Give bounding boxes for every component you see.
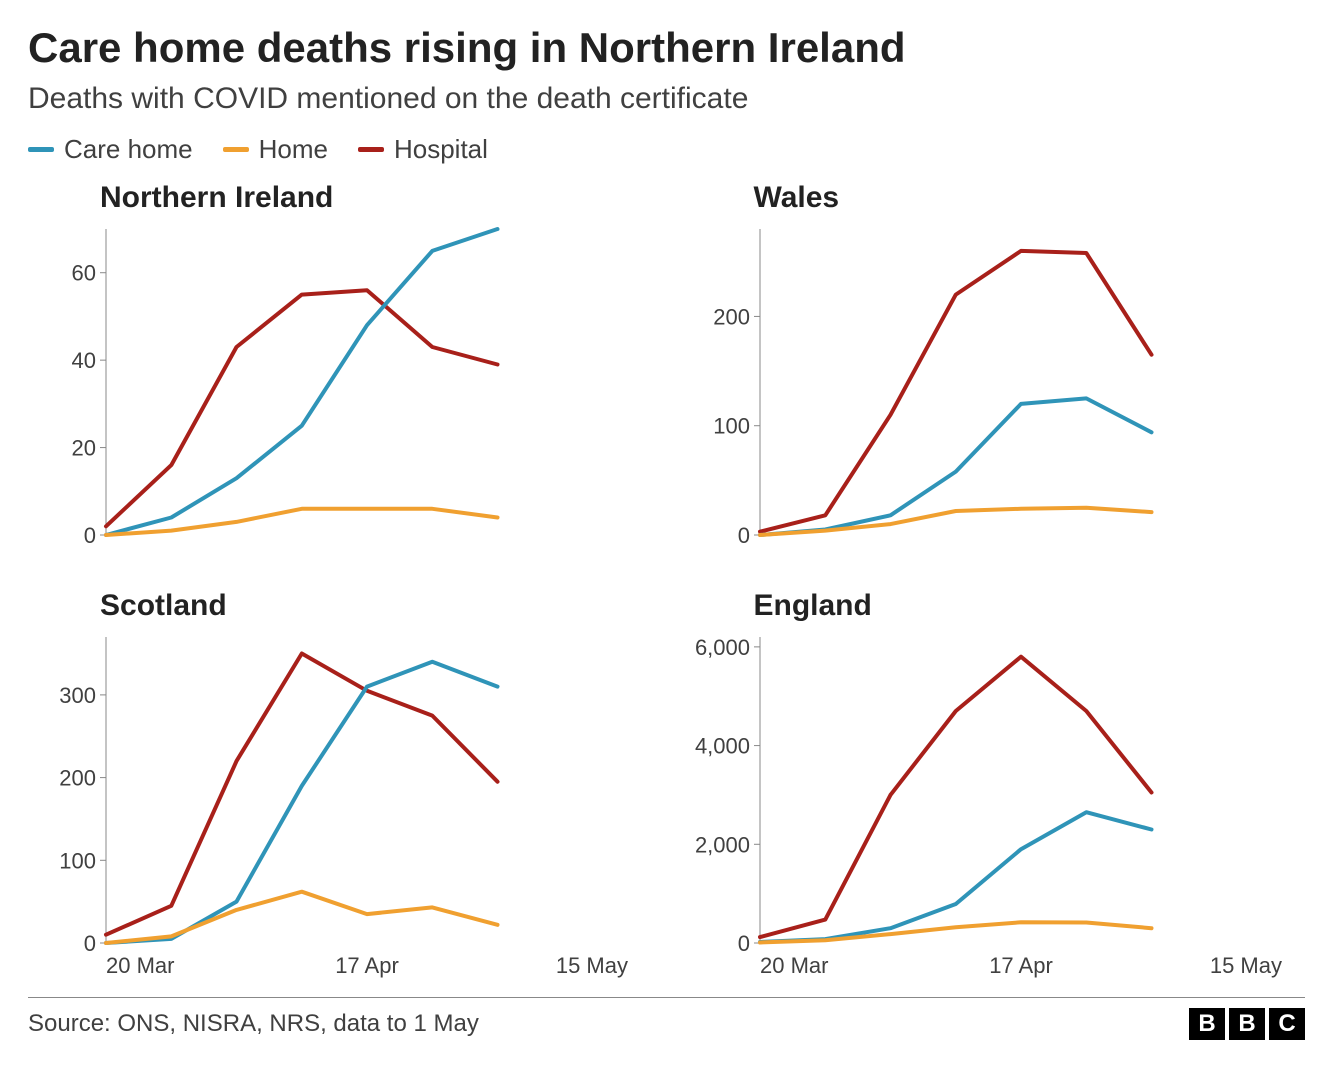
panel-title: Wales (754, 181, 1306, 215)
series-care_home (106, 229, 498, 535)
plot-ni: 0 20 40 60 (28, 215, 638, 575)
panel-grid: Northern Ireland 0 20 40 60 Wales 0 100 200 Scotl… (28, 175, 1305, 983)
plot-england: 0 2,000 4,000 6,000 20 Mar 17 Apr 15 May (682, 623, 1292, 983)
legend-label: Hospital (394, 134, 488, 165)
y-tick-label: 100 (59, 848, 96, 873)
source-text: Source: ONS, NISRA, NRS, data to 1 May (28, 1010, 479, 1038)
legend-label: Care home (64, 134, 193, 165)
series-home (106, 892, 498, 943)
bbc-logo: BBC (1189, 1008, 1305, 1040)
series-care_home (106, 662, 498, 943)
y-tick-label: 100 (713, 414, 750, 439)
panel-england: England 0 2,000 4,000 6,000 20 Mar 17 Apr 15 Ma… (682, 583, 1306, 983)
y-tick-label: 0 (84, 523, 96, 548)
x-tick-label: 17 Apr (335, 953, 399, 978)
y-axis: 0 100 200 300 (59, 637, 106, 956)
legend-label: Home (259, 134, 328, 165)
series-home (760, 508, 1152, 535)
plot-scotland: 0 100 200 300 20 Mar 17 Apr 15 May (28, 623, 638, 983)
legend-swatch (28, 147, 54, 152)
x-tick-label: 15 May (556, 953, 628, 978)
legend-item: Care home (28, 134, 193, 165)
y-axis: 0 2,000 4,000 6,000 (694, 635, 759, 956)
y-tick-label: 6,000 (694, 635, 749, 660)
legend-swatch (223, 147, 249, 152)
y-tick-label: 60 (72, 261, 96, 286)
y-tick-label: 0 (737, 931, 749, 956)
series-home (106, 509, 498, 535)
chart-subtitle: Deaths with COVID mentioned on the death… (28, 82, 1305, 116)
series-care_home (760, 398, 1152, 535)
legend-item: Hospital (358, 134, 488, 165)
legend-swatch (358, 147, 384, 152)
y-tick-label: 0 (737, 523, 749, 548)
series-home (760, 922, 1152, 942)
y-axis: 0 100 200 (713, 229, 760, 548)
panel-wales: Wales 0 100 200 (682, 175, 1306, 575)
y-tick-label: 300 (59, 683, 96, 708)
x-tick-label: 20 Mar (760, 953, 828, 978)
bbc-logo-box: B (1229, 1008, 1265, 1040)
y-axis: 0 20 40 60 (72, 229, 106, 548)
legend-item: Home (223, 134, 328, 165)
bbc-logo-box: B (1189, 1008, 1225, 1040)
x-axis: 20 Mar 17 Apr 15 May (760, 953, 1282, 978)
y-tick-label: 40 (72, 348, 96, 373)
legend: Care home Home Hospital (28, 134, 1305, 165)
panel-title: England (754, 589, 1306, 623)
x-tick-label: 20 Mar (106, 953, 174, 978)
x-tick-label: 17 Apr (989, 953, 1053, 978)
x-axis: 20 Mar 17 Apr 15 May (106, 953, 628, 978)
y-tick-label: 0 (84, 931, 96, 956)
panel-scotland: Scotland 0 100 200 300 20 Mar 17 Apr 15 May (28, 583, 652, 983)
y-tick-label: 4,000 (694, 734, 749, 759)
series-hospital (106, 290, 498, 526)
chart-title: Care home deaths rising in Northern Irel… (28, 24, 1305, 72)
y-tick-label: 200 (59, 766, 96, 791)
plot-wales: 0 100 200 (682, 215, 1292, 575)
series-hospital (760, 657, 1152, 937)
panel-title: Northern Ireland (100, 181, 652, 215)
footer: Source: ONS, NISRA, NRS, data to 1 May B… (28, 997, 1305, 1040)
bbc-logo-box: C (1269, 1008, 1305, 1040)
y-tick-label: 2,000 (694, 832, 749, 857)
panel-ni: Northern Ireland 0 20 40 60 (28, 175, 652, 575)
panel-title: Scotland (100, 589, 652, 623)
series-hospital (760, 251, 1152, 532)
x-tick-label: 15 May (1209, 953, 1281, 978)
y-tick-label: 200 (713, 304, 750, 329)
y-tick-label: 20 (72, 436, 96, 461)
